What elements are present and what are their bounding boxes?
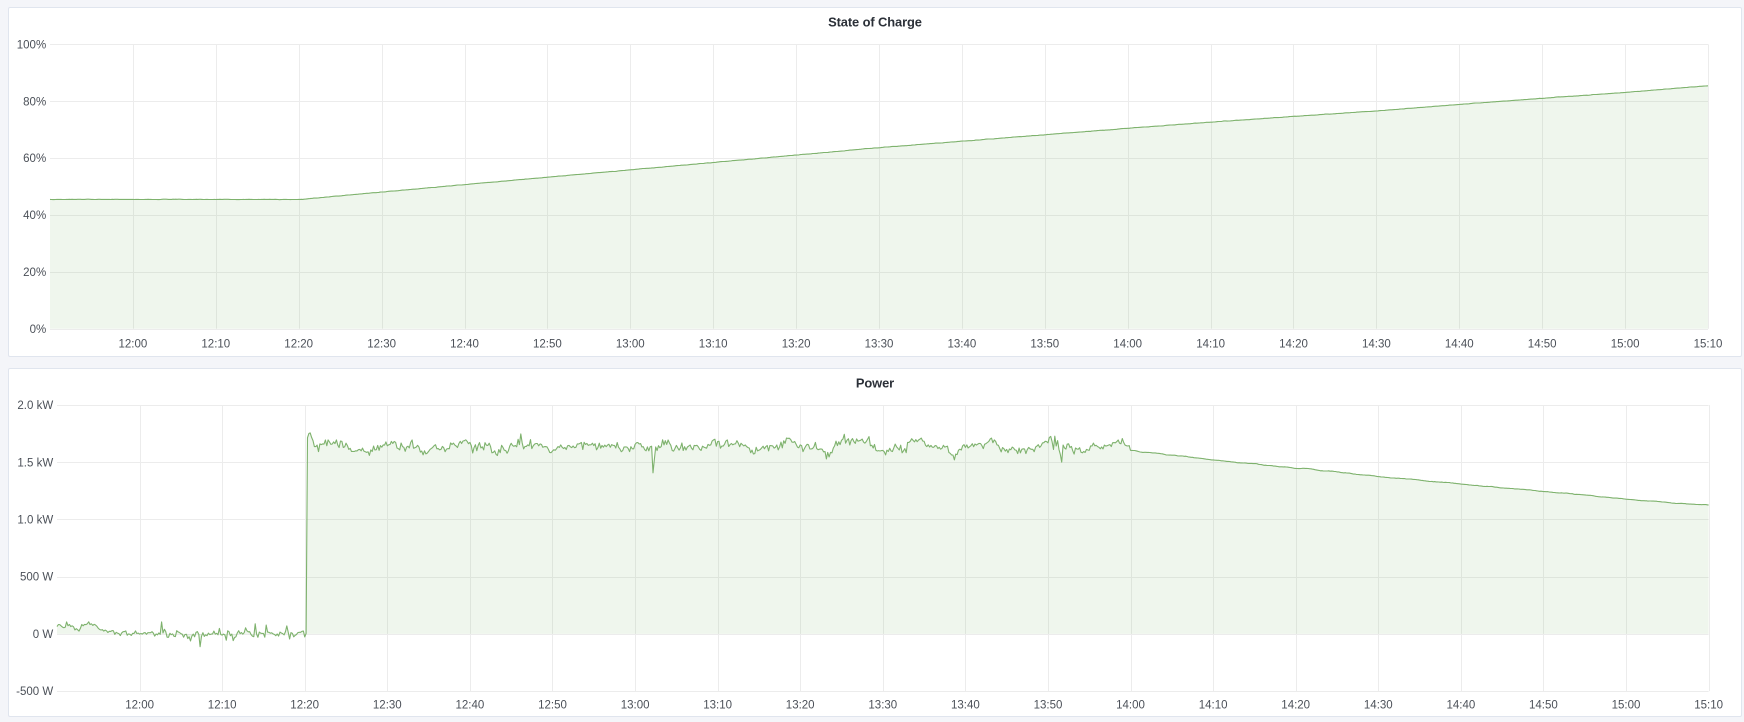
svg-text:13:40: 13:40 — [948, 339, 977, 351]
svg-text:40%: 40% — [23, 210, 46, 222]
svg-text:14:50: 14:50 — [1529, 699, 1558, 711]
svg-text:15:10: 15:10 — [1694, 699, 1723, 711]
svg-text:14:00: 14:00 — [1116, 699, 1145, 711]
svg-text:13:10: 13:10 — [703, 699, 732, 711]
svg-text:13:40: 13:40 — [951, 699, 980, 711]
svg-text:14:50: 14:50 — [1528, 339, 1557, 351]
svg-text:14:10: 14:10 — [1196, 339, 1225, 351]
svg-text:12:00: 12:00 — [125, 699, 154, 711]
svg-text:12:50: 12:50 — [533, 339, 562, 351]
svg-text:14:20: 14:20 — [1279, 339, 1308, 351]
svg-text:13:30: 13:30 — [868, 699, 897, 711]
svg-text:13:10: 13:10 — [699, 339, 728, 351]
svg-text:12:30: 12:30 — [367, 339, 396, 351]
svg-text:Power: Power — [856, 375, 894, 390]
svg-text:12:10: 12:10 — [201, 339, 230, 351]
svg-text:13:00: 13:00 — [621, 699, 650, 711]
svg-text:13:00: 13:00 — [616, 339, 645, 351]
svg-text:13:50: 13:50 — [1034, 699, 1063, 711]
svg-text:14:30: 14:30 — [1362, 339, 1391, 351]
svg-text:0%: 0% — [30, 324, 47, 336]
svg-text:14:00: 14:00 — [1113, 339, 1142, 351]
svg-text:12:40: 12:40 — [450, 339, 479, 351]
svg-text:15:00: 15:00 — [1611, 339, 1640, 351]
svg-text:12:40: 12:40 — [456, 699, 485, 711]
svg-text:14:30: 14:30 — [1364, 699, 1393, 711]
svg-text:12:20: 12:20 — [284, 339, 313, 351]
svg-text:1.0 kW: 1.0 kW — [17, 514, 53, 526]
svg-text:12:20: 12:20 — [290, 699, 319, 711]
svg-text:13:50: 13:50 — [1030, 339, 1059, 351]
svg-text:1.5 kW: 1.5 kW — [17, 457, 53, 469]
svg-text:14:10: 14:10 — [1199, 699, 1228, 711]
svg-text:500 W: 500 W — [20, 571, 53, 583]
svg-text:12:50: 12:50 — [538, 699, 567, 711]
svg-text:100%: 100% — [17, 39, 46, 51]
svg-text:80%: 80% — [23, 96, 46, 108]
svg-text:State of Charge: State of Charge — [828, 15, 922, 30]
svg-text:14:40: 14:40 — [1447, 699, 1476, 711]
svg-text:12:00: 12:00 — [119, 339, 148, 351]
svg-text:12:30: 12:30 — [373, 699, 402, 711]
svg-text:13:20: 13:20 — [782, 339, 811, 351]
svg-text:12:10: 12:10 — [208, 699, 237, 711]
svg-text:15:00: 15:00 — [1612, 699, 1641, 711]
svg-text:2.0 kW: 2.0 kW — [17, 400, 53, 412]
svg-text:60%: 60% — [23, 153, 46, 165]
svg-text:20%: 20% — [23, 267, 46, 279]
svg-text:14:40: 14:40 — [1445, 339, 1474, 351]
svg-text:13:30: 13:30 — [865, 339, 894, 351]
svg-text:13:20: 13:20 — [786, 699, 815, 711]
svg-text:14:20: 14:20 — [1281, 699, 1310, 711]
svg-text:15:10: 15:10 — [1694, 339, 1723, 351]
svg-text:0 W: 0 W — [33, 628, 54, 640]
svg-text:-500 W: -500 W — [16, 686, 53, 698]
